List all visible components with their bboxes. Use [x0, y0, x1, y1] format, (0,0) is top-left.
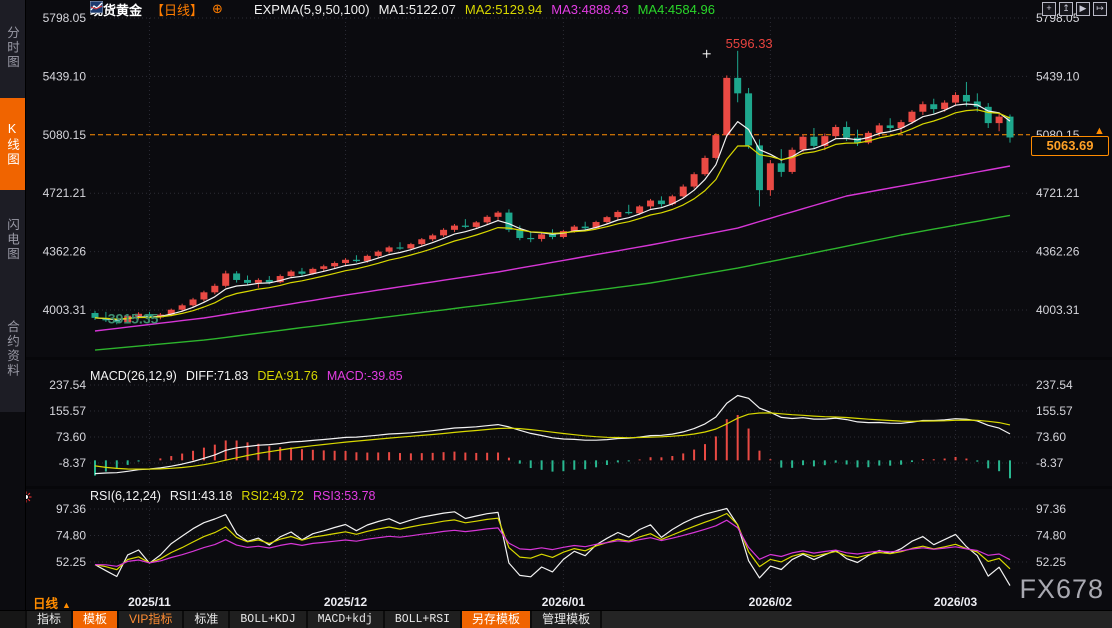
- toolbar-corner: [0, 611, 27, 628]
- svg-text:-8.37: -8.37: [59, 456, 87, 470]
- manage-template-button[interactable]: 管理模板: [532, 611, 603, 628]
- svg-text:237.54: 237.54: [49, 378, 86, 392]
- chart-header: 现货黄金 【日线】 ⊕ EXPMA(5,9,50,100) MA1:5122.0…: [90, 1, 715, 18]
- svg-text:2026/01: 2026/01: [542, 595, 586, 609]
- ma4-value: MA4:4584.96: [637, 1, 715, 17]
- left-sidebar: 分时图 K线图 闪电图 合约资料: [0, 0, 26, 610]
- svg-text:2025/11: 2025/11: [128, 595, 171, 609]
- tab-template[interactable]: 模板: [73, 611, 120, 628]
- sidebar-item-kline-chart[interactable]: K线图: [0, 98, 25, 190]
- svg-text:4362.26: 4362.26: [1036, 245, 1080, 259]
- svg-text:73.60: 73.60: [56, 430, 86, 444]
- ma3-value: MA3:4888.43: [551, 1, 629, 17]
- svg-text:2025/12: 2025/12: [324, 595, 368, 609]
- play-icon[interactable]: ▶: [1076, 2, 1090, 16]
- move-icon[interactable]: +: [1042, 2, 1056, 16]
- next-panel-icon[interactable]: ↦: [1093, 2, 1107, 16]
- svg-text:4003.31: 4003.31: [1036, 303, 1080, 317]
- preset-macd-kdj[interactable]: MACD+kdj: [307, 611, 385, 628]
- current-price-tag: 5063.69: [1031, 136, 1109, 156]
- add-indicator-icon[interactable]: ⊕: [212, 1, 223, 16]
- svg-text:4362.26: 4362.26: [43, 245, 87, 259]
- svg-text:155.57: 155.57: [1036, 404, 1073, 418]
- svg-text:5596.33: 5596.33: [726, 36, 773, 51]
- ma1-value: MA1:5122.07: [378, 1, 456, 17]
- rsi3-value: RSI3:53.78: [312, 489, 376, 503]
- svg-text:4721.21: 4721.21: [43, 186, 87, 200]
- svg-text:73.60: 73.60: [1036, 430, 1066, 444]
- macd-title: MACD(26,12,9): [90, 369, 177, 383]
- pop-out-icon[interactable]: ↥: [1059, 2, 1073, 16]
- window-controls: + ↥ ▶ ↦: [1042, 2, 1107, 16]
- svg-text:4003.31: 4003.31: [43, 303, 87, 317]
- svg-text:52.25: 52.25: [56, 555, 86, 569]
- svg-text:-8.37: -8.37: [1036, 456, 1064, 470]
- svg-text:5080.15: 5080.15: [43, 128, 87, 142]
- svg-text:2026/02: 2026/02: [749, 595, 793, 609]
- tab-vip-indicator[interactable]: VIP指标: [119, 611, 185, 628]
- svg-text:5439.10: 5439.10: [1036, 69, 1080, 83]
- preset-boll-rsi[interactable]: BOLL+RSI: [384, 611, 463, 628]
- macd-diff-value: DIFF:71.83: [185, 369, 249, 383]
- svg-text:74.80: 74.80: [56, 529, 86, 543]
- svg-text:3915.35: 3915.35: [108, 310, 159, 326]
- mini-chart-icon[interactable]: [90, 1, 245, 15]
- sidebar-empty-area: [0, 412, 25, 610]
- price-up-arrow-icon: ▲: [1094, 125, 1105, 137]
- svg-text:97.36: 97.36: [1036, 502, 1066, 516]
- period-tag: 【日线】: [151, 2, 204, 18]
- indicator-label: EXPMA(5,9,50,100): [253, 1, 370, 17]
- macd-dea-value: DEA:91.76: [257, 369, 318, 383]
- svg-text:74.80: 74.80: [1036, 529, 1066, 543]
- bottom-toolbar: 指标 模板 VIP指标 标准 BOLL+KDJ MACD+kdj BOLL+RS…: [0, 610, 1112, 628]
- ma2-value: MA2:5129.94: [464, 1, 543, 17]
- macd-header: MACD(26,12,9) DIFF:71.83 DEA:91.76 MACD:…: [90, 369, 403, 383]
- macd-value: MACD:-39.85: [326, 369, 403, 383]
- preset-boll-kdj[interactable]: BOLL+KDJ: [230, 611, 308, 628]
- sidebar-item-timeshare-chart[interactable]: 分时图: [5, 26, 19, 70]
- save-template-button[interactable]: 另存模板: [462, 611, 533, 628]
- sidebar-item-contract-info[interactable]: 合约资料: [5, 320, 19, 378]
- period-arrow-icon: ▲: [62, 600, 71, 610]
- svg-text:155.57: 155.57: [49, 404, 86, 418]
- svg-text:5798.05: 5798.05: [43, 11, 87, 25]
- watermark: FX678: [1019, 574, 1104, 604]
- period-selector[interactable]: 日线 ▲: [33, 597, 71, 611]
- sidebar-item-lightning-chart[interactable]: 闪电图: [5, 218, 19, 262]
- rsi2-value: RSI2:49.72: [241, 489, 304, 503]
- rsi-title: RSI(6,12,24): [90, 489, 161, 503]
- tab-indicator[interactable]: 指标: [27, 611, 74, 628]
- svg-text:2026/03: 2026/03: [934, 595, 978, 609]
- symbol-name: 现货黄金: [90, 2, 143, 18]
- rsi-header: RSI(6,12,24) RSI1:43.18 RSI2:49.72 RSI3:…: [90, 489, 376, 503]
- rsi1-value: RSI1:43.18: [169, 489, 233, 503]
- svg-text:52.25: 52.25: [1036, 555, 1066, 569]
- svg-text:5439.10: 5439.10: [43, 69, 87, 83]
- svg-text:97.36: 97.36: [56, 502, 86, 516]
- svg-text:4721.21: 4721.21: [1036, 186, 1080, 200]
- preset-standard[interactable]: 标准: [184, 611, 231, 628]
- svg-text:237.54: 237.54: [1036, 378, 1073, 392]
